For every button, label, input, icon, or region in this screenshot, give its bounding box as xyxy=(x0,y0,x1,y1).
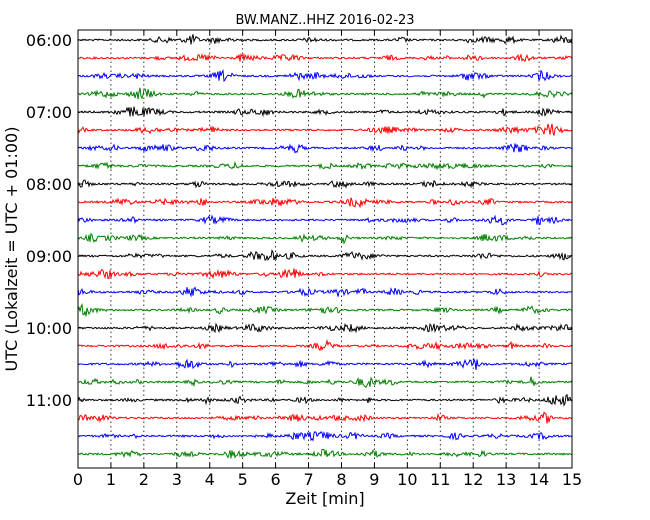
trace-line xyxy=(77,357,573,370)
x-tick-label: 0 xyxy=(73,470,83,489)
x-tick-label: 11 xyxy=(430,470,450,489)
x-tick-label: 7 xyxy=(303,470,313,489)
x-tick-label: 12 xyxy=(463,470,483,489)
y-tick-label: 08:00 xyxy=(26,175,72,194)
trace-line xyxy=(77,430,573,442)
trace-line xyxy=(77,214,573,226)
x-tick-label: 6 xyxy=(271,470,281,489)
x-tick-label: 4 xyxy=(205,470,215,489)
x-tick-label: 15 xyxy=(562,470,582,489)
trace-line xyxy=(77,69,573,83)
y-tick-label: 06:00 xyxy=(26,31,72,50)
x-tick-label: 1 xyxy=(106,470,116,489)
trace-line xyxy=(77,160,573,171)
trace-line xyxy=(77,34,573,45)
y-tick-label: 10:00 xyxy=(26,319,72,338)
x-tick-label: 10 xyxy=(397,470,417,489)
x-tick-label: 5 xyxy=(238,470,248,489)
y-tick-label: 11:00 xyxy=(26,391,72,410)
trace-line xyxy=(77,52,573,62)
trace-line xyxy=(77,268,573,280)
trace-line xyxy=(77,338,573,352)
x-tick-label: 8 xyxy=(336,470,346,489)
x-axis: 0 1 2 3 4 5 6 7 8 9 10 11 12 13 14 15 xyxy=(73,30,582,489)
trace-line xyxy=(77,376,573,389)
trace-line xyxy=(77,286,573,298)
x-tick-label: 14 xyxy=(529,470,549,489)
trace-line xyxy=(77,411,573,424)
y-axis: 06:00 07:00 08:00 09:00 10:00 11:00 xyxy=(26,31,572,410)
trace-line xyxy=(77,448,573,459)
plot-frame xyxy=(77,29,573,469)
x-axis-label: Zeit [min] xyxy=(285,489,364,508)
y-tick-label: 07:00 xyxy=(26,103,72,122)
trace-line xyxy=(77,393,573,407)
trace-line xyxy=(77,249,573,261)
trace-line xyxy=(77,232,573,245)
trace-line xyxy=(77,302,573,317)
x-tick-label: 3 xyxy=(172,470,182,489)
trace-group xyxy=(77,34,573,459)
trace-line xyxy=(77,87,573,100)
x-tick-label: 2 xyxy=(139,470,149,489)
trace-line xyxy=(77,106,573,118)
y-axis-label: UTC (Lokalzeit = UTC + 01:00) xyxy=(2,127,21,372)
trace-line xyxy=(77,322,573,334)
trace-line xyxy=(77,123,573,136)
x-tick-label: 13 xyxy=(496,470,516,489)
trace-line xyxy=(77,179,573,189)
y-tick-label: 09:00 xyxy=(26,247,72,266)
grid-lines xyxy=(110,30,540,468)
x-tick-label: 9 xyxy=(369,470,379,489)
trace-line xyxy=(77,143,573,154)
chart-title: BW.MANZ..HHZ 2016-02-23 xyxy=(235,13,414,28)
trace-line xyxy=(77,197,573,209)
